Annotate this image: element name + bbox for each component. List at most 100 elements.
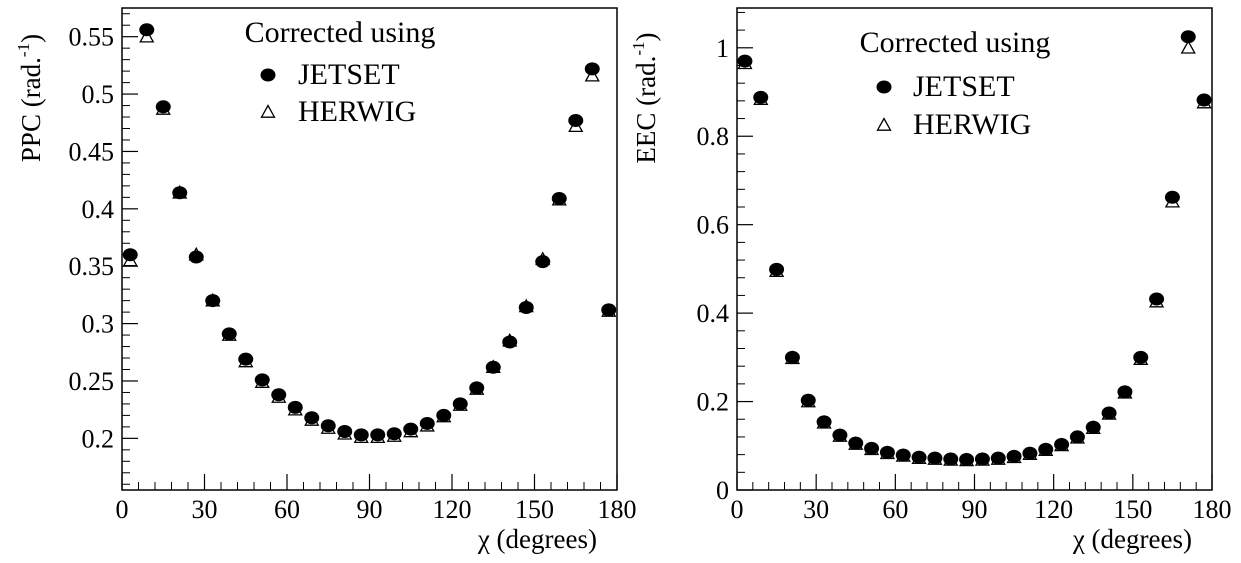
jetset-point bbox=[1006, 449, 1022, 463]
jetset-point bbox=[1196, 93, 1212, 107]
jetset-point bbox=[535, 255, 551, 269]
y-tick-label: 0.35 bbox=[69, 252, 115, 281]
jetset-point bbox=[1022, 446, 1038, 460]
jetset-point bbox=[188, 250, 204, 264]
x-tick-label: 0 bbox=[116, 495, 129, 524]
jetset-point bbox=[568, 113, 584, 127]
y-tick-label: 0.4 bbox=[82, 195, 115, 224]
jetset-point bbox=[832, 428, 848, 442]
jetset-point bbox=[155, 100, 171, 114]
herwig-point bbox=[1180, 39, 1196, 54]
jetset-point bbox=[238, 352, 254, 366]
legend-entry-jetset: JETSET bbox=[298, 58, 400, 91]
jetset-point bbox=[1149, 292, 1165, 306]
jetset-point bbox=[737, 54, 753, 68]
legend-marker-jetset bbox=[876, 80, 892, 94]
legend-title: Corrected using bbox=[860, 26, 1051, 59]
x-tick-label: 90 bbox=[357, 495, 383, 524]
y-tick-label: 0.8 bbox=[697, 122, 730, 151]
legend-marker-herwig bbox=[260, 104, 276, 118]
eec-panel: 0 30 60 90 120 150 180 0 0.2 0.4 0.6 0.8 1 EEC (rad.-… bbox=[629, 7, 1232, 554]
jetset-point bbox=[584, 62, 600, 76]
legend-marker-herwig bbox=[876, 117, 892, 131]
jetset-point bbox=[879, 445, 895, 459]
series-jetset bbox=[737, 30, 1212, 466]
x-tick-label: 180 bbox=[598, 495, 637, 524]
x-axis-label: χ (degrees) bbox=[477, 524, 597, 554]
jetset-point bbox=[959, 452, 975, 466]
jetset-point bbox=[172, 186, 188, 200]
jetset-point bbox=[386, 427, 402, 441]
x-tick-label: 30 bbox=[803, 495, 829, 524]
jetset-point bbox=[485, 360, 501, 374]
x-tick-label: 30 bbox=[192, 495, 218, 524]
jetset-point bbox=[1164, 190, 1180, 204]
jetset-point bbox=[1101, 406, 1117, 420]
x-tick-label: 0 bbox=[731, 495, 744, 524]
jetset-point bbox=[419, 416, 435, 430]
y-tick-label: 0.2 bbox=[697, 388, 730, 417]
jetset-point bbox=[337, 424, 353, 438]
jetset-point bbox=[205, 294, 221, 308]
jetset-point bbox=[139, 23, 155, 37]
jetset-point bbox=[403, 422, 419, 436]
jetset-point bbox=[911, 450, 927, 464]
jetset-point bbox=[551, 192, 567, 206]
jetset-point bbox=[927, 451, 943, 465]
series-jetset bbox=[122, 23, 617, 442]
jetset-point bbox=[436, 408, 452, 422]
jetset-point bbox=[221, 327, 237, 341]
y-tick-label: 1 bbox=[716, 34, 729, 63]
jetset-point bbox=[122, 248, 138, 262]
jetset-point bbox=[518, 301, 534, 315]
jetset-point bbox=[502, 335, 518, 349]
jetset-point bbox=[784, 350, 800, 364]
jetset-point bbox=[800, 393, 816, 407]
jetset-point bbox=[1133, 350, 1149, 364]
jetset-point bbox=[304, 411, 320, 425]
jetset-point bbox=[1117, 385, 1133, 399]
y-tick-label: 0.45 bbox=[69, 137, 115, 166]
jetset-point bbox=[287, 400, 303, 414]
y-axis-label: EEC (rad.-1) bbox=[629, 32, 661, 163]
jetset-point bbox=[469, 381, 485, 395]
jetset-point bbox=[1069, 430, 1085, 444]
y-tick-label: 0.25 bbox=[69, 367, 115, 396]
x-tick-label: 150 bbox=[1113, 495, 1152, 524]
jetset-point bbox=[769, 262, 785, 276]
legend-entry-herwig: HERWIG bbox=[913, 108, 1031, 141]
jetset-point bbox=[1054, 437, 1070, 451]
jetset-point bbox=[1085, 420, 1101, 434]
jetset-point bbox=[320, 419, 336, 433]
jetset-point bbox=[601, 303, 617, 317]
jetset-point bbox=[895, 448, 911, 462]
y-tick-label: 0.55 bbox=[69, 23, 115, 52]
legend-marker-jetset bbox=[260, 68, 276, 82]
y-tick-label: 0 bbox=[716, 476, 729, 505]
jetset-point bbox=[1038, 442, 1054, 456]
x-axis-label: χ (degrees) bbox=[1072, 524, 1192, 554]
jetset-point bbox=[974, 452, 990, 466]
jetset-point bbox=[370, 428, 386, 442]
series-herwig bbox=[122, 28, 617, 444]
jetset-point bbox=[848, 436, 864, 450]
x-tick-label: 180 bbox=[1193, 495, 1232, 524]
jetset-point bbox=[816, 415, 832, 429]
y-axis-label: PPC (rad.-1) bbox=[14, 34, 46, 162]
y-tick-label: 0.2 bbox=[82, 424, 115, 453]
herwig-point bbox=[139, 28, 155, 43]
herwig-point bbox=[584, 67, 600, 82]
jetset-point bbox=[452, 397, 468, 411]
jetset-point bbox=[943, 452, 959, 466]
jetset-point bbox=[254, 373, 270, 387]
x-tick-label: 120 bbox=[433, 495, 472, 524]
x-tick-label: 120 bbox=[1034, 495, 1073, 524]
jetset-point bbox=[1180, 30, 1196, 44]
x-tick-label: 60 bbox=[882, 495, 908, 524]
jetset-point bbox=[753, 90, 769, 104]
jetset-point bbox=[990, 451, 1006, 465]
legend-title: Corrected using bbox=[245, 16, 436, 49]
jetset-point bbox=[271, 388, 287, 402]
legend-entry-herwig: HERWIG bbox=[298, 95, 416, 128]
